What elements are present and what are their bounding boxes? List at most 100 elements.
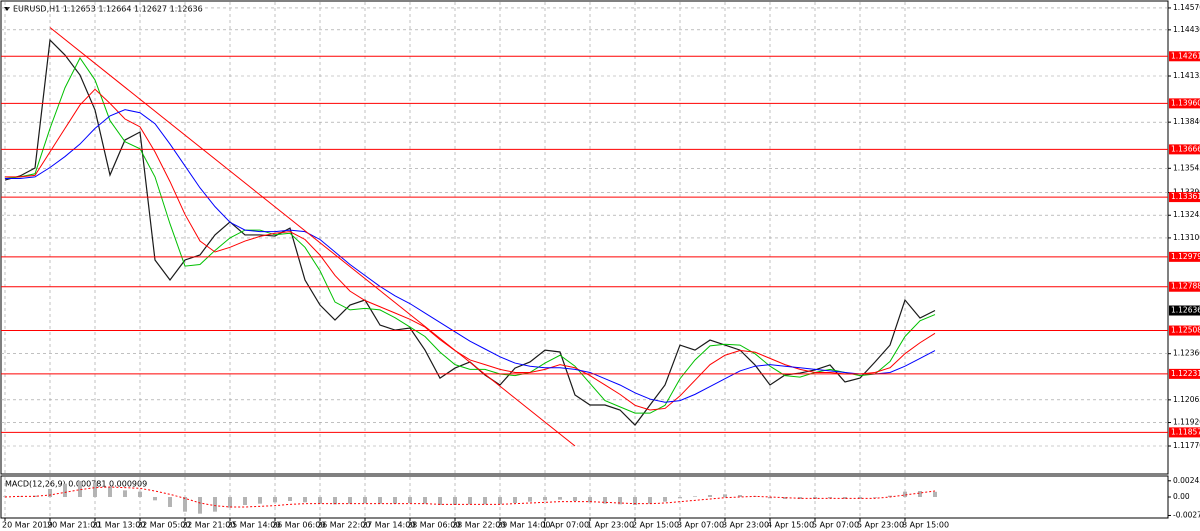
macd-bar — [693, 496, 697, 497]
level-label: 1.13960 — [1171, 98, 1200, 107]
macd-bar — [198, 497, 202, 514]
macd-bar — [708, 495, 712, 497]
x-tick-label: 28 Mar 06:00 — [407, 521, 460, 530]
macd-bar — [903, 491, 907, 497]
trend-line — [49, 27, 576, 447]
x-tick-label: 20 Mar 21:00 — [47, 521, 100, 530]
level-label: 1.12979 — [1171, 252, 1200, 261]
x-tick-label: 25 Mar 14:00 — [227, 521, 280, 530]
macd-bar — [108, 487, 112, 497]
x-tick-label: 22 Mar 21:00 — [182, 521, 235, 530]
y-tick-label: -0.00277 — [1173, 510, 1200, 519]
macd-bar — [498, 497, 502, 505]
macd-bar — [363, 497, 367, 503]
macd-bar — [243, 497, 247, 505]
macd-bar — [33, 495, 37, 497]
macd-bar — [423, 497, 427, 504]
level-label: 1.11857 — [1171, 427, 1200, 436]
x-tick-label: 1 Apr 07:00 — [542, 521, 589, 530]
macd-bar — [603, 497, 607, 504]
macd-bar — [723, 494, 727, 497]
level-label-box — [1169, 98, 1200, 109]
moving-average — [4, 57, 936, 414]
x-tick-label: 29 Mar 14:00 — [497, 521, 550, 530]
macd-bar — [528, 497, 532, 502]
x-tick-label: 5 Apr 23:00 — [857, 521, 904, 530]
level-label: 1.12231 — [1171, 369, 1200, 378]
macd-bar — [738, 495, 742, 497]
level-label-box — [1169, 144, 1200, 155]
macd-bar — [888, 495, 892, 497]
macd-bar — [783, 497, 787, 499]
macd-bar — [123, 490, 127, 497]
macd-bar — [78, 481, 82, 497]
macd-bar — [438, 497, 442, 505]
macd-bar — [93, 482, 97, 497]
macd-bar — [573, 497, 577, 501]
level-label-box — [1169, 325, 1200, 336]
macd-bar — [348, 497, 352, 504]
level-label-box — [1169, 368, 1200, 379]
y-tick-label: 1.12360 — [1173, 349, 1200, 358]
macd-bar — [618, 497, 622, 505]
x-tick-label: 3 Apr 23:00 — [722, 521, 769, 530]
macd-bar — [798, 497, 802, 499]
x-tick-label: 20 Mar 2019 — [2, 521, 53, 530]
moving-average — [5, 88, 936, 411]
macd-bar — [468, 497, 472, 505]
level-label: 1.14261 — [1171, 51, 1200, 60]
signal-line — [4, 486, 936, 508]
macd-bar — [843, 497, 847, 499]
macd-bar — [48, 489, 52, 497]
macd-bar — [678, 497, 682, 499]
macd-bar — [918, 491, 922, 497]
x-tick-label: 3 Apr 07:00 — [677, 521, 724, 530]
chart-title: EURUSD,H1 1.12653 1.12664 1.12627 1.1263… — [13, 5, 203, 14]
level-label-box — [1169, 51, 1200, 62]
level-label-box — [1169, 281, 1200, 292]
macd-bar — [183, 497, 187, 512]
y-tick-label: 1.13840 — [1173, 117, 1200, 126]
y-tick-label: 1.13100 — [1173, 233, 1200, 242]
macd-bar — [633, 497, 637, 505]
y-tick-label: 1.13390 — [1173, 188, 1200, 197]
x-tick-label: 8 Apr 15:00 — [902, 521, 949, 530]
macd-bar — [513, 497, 517, 503]
current-price-label: 1.12636 — [1171, 306, 1200, 315]
level-label-box — [1169, 251, 1200, 262]
macd-bar — [543, 497, 547, 501]
macd-bar — [213, 497, 217, 512]
level-label-box — [1169, 192, 1200, 203]
level-label: 1.13666 — [1171, 144, 1200, 153]
macd-bar — [288, 497, 292, 501]
y-tick-label: 1.14570 — [1173, 3, 1200, 12]
x-tick-label: 22 Mar 05:00 — [137, 521, 190, 530]
macd-bar — [333, 497, 337, 505]
x-tick-label: 2 Apr 15:00 — [632, 521, 679, 530]
macd-bar — [393, 497, 397, 504]
macd-bar — [768, 497, 772, 499]
macd-bar — [828, 497, 832, 499]
macd-bar — [303, 497, 307, 503]
macd-title: MACD(12,26,9) 0.000781 0.000909 — [5, 480, 147, 489]
macd-bar — [858, 497, 862, 499]
x-tick-label: 21 Mar 13:00 — [92, 521, 145, 530]
macd-bar — [258, 497, 262, 504]
y-tick-label: 1.11770 — [1173, 441, 1200, 450]
macd-bar — [483, 497, 487, 505]
macd-bar — [408, 497, 412, 503]
y-tick-label: 1.12065 — [1173, 395, 1200, 404]
y-tick-label: 1.14135 — [1173, 71, 1200, 80]
macd-bar — [558, 497, 562, 500]
macd-bar — [153, 497, 157, 501]
macd-bar — [318, 497, 322, 504]
macd-bar — [18, 496, 22, 497]
x-tick-label: 26 Mar 06:00 — [272, 521, 325, 530]
macd-bar — [63, 483, 67, 497]
y-tick-label: 1.13545 — [1173, 163, 1200, 172]
macd-bar — [663, 497, 667, 502]
macd-bar — [138, 491, 142, 497]
macd-bar — [378, 497, 382, 504]
level-label-box — [1169, 427, 1200, 438]
